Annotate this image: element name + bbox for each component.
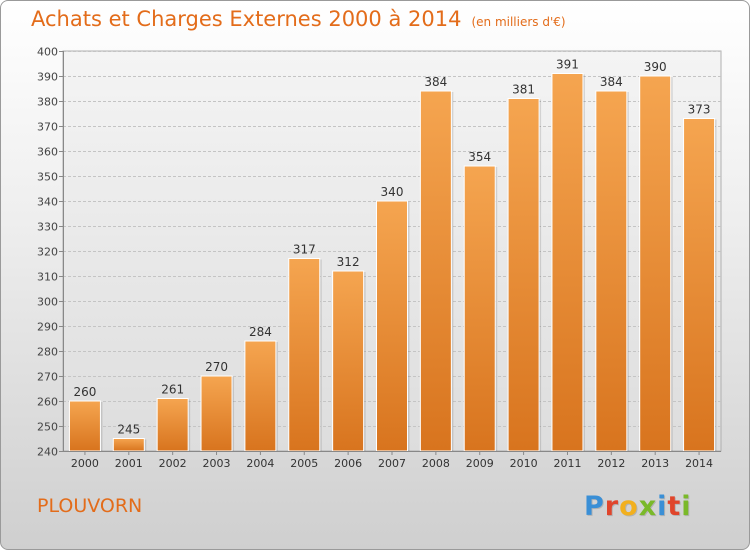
x-tick-label: 2011 <box>553 457 581 470</box>
x-tick-label: 2012 <box>597 457 625 470</box>
x-tick-label: 2003 <box>203 457 231 470</box>
y-tick-label: 250 <box>37 421 58 434</box>
bar <box>376 200 408 452</box>
bar-value-label: 312 <box>337 255 360 269</box>
y-tick-label: 240 <box>37 446 58 459</box>
y-tick-label: 360 <box>37 146 58 159</box>
bar <box>200 375 233 452</box>
x-tick-label: 2002 <box>159 457 187 470</box>
bar <box>507 98 540 452</box>
bar <box>332 270 365 452</box>
bar-value-label: 384 <box>424 75 447 89</box>
y-tick-label: 330 <box>37 221 58 234</box>
y-tick-label: 290 <box>37 321 58 334</box>
proxiti-logo: Proxiti <box>584 491 692 522</box>
x-tick-label: 2008 <box>422 457 450 470</box>
logo-letter: r <box>604 491 620 522</box>
bar <box>244 340 277 452</box>
y-tick-label: 270 <box>37 371 58 384</box>
bar-value-label: 373 <box>688 103 711 117</box>
bar-value-label: 390 <box>644 60 667 74</box>
x-tick-label: 2009 <box>466 457 494 470</box>
x-tick-label: 2001 <box>115 457 143 470</box>
logo-letter: t <box>667 491 682 522</box>
bar <box>595 90 628 452</box>
y-tick-label: 350 <box>37 171 58 184</box>
chart-title-text: Achats et Charges Externes 2000 à 2014 <box>31 7 462 31</box>
bar <box>683 118 716 452</box>
bar-value-label: 384 <box>600 75 623 89</box>
bar-value-label: 381 <box>512 83 535 97</box>
bar-value-label: 261 <box>161 383 184 397</box>
chart-subtitle: (en milliers d'€) <box>471 15 566 29</box>
x-tick-label: 2014 <box>685 457 713 470</box>
bar <box>419 90 452 452</box>
y-tick-label: 280 <box>37 346 58 359</box>
logo-letter: x <box>638 491 658 522</box>
y-tick-label: 300 <box>37 296 58 309</box>
y-tick-label: 370 <box>37 121 58 134</box>
x-tick-label: 2004 <box>246 457 274 470</box>
bar <box>68 400 101 452</box>
bar <box>639 75 672 452</box>
y-tick-label: 380 <box>37 96 58 109</box>
y-tick-label: 260 <box>37 396 58 409</box>
x-tick-label: 2006 <box>334 457 362 470</box>
y-tick-label: 340 <box>37 196 58 209</box>
y-tick-label: 320 <box>37 246 58 259</box>
bar <box>463 165 496 452</box>
logo-letter: P <box>584 491 605 522</box>
bar-value-label: 245 <box>117 423 140 437</box>
bar-value-label: 284 <box>249 325 272 339</box>
commune-name: PLOUVORN <box>37 495 143 517</box>
chart-title: Achats et Charges Externes 2000 à 2014 (e… <box>31 7 566 31</box>
x-tick-label: 2007 <box>378 457 406 470</box>
bar-value-label: 391 <box>556 58 579 72</box>
x-tick-label: 2013 <box>641 457 669 470</box>
x-tick-label: 2005 <box>290 457 318 470</box>
bar <box>156 398 189 452</box>
bar-value-label: 260 <box>73 385 96 399</box>
logo-letter: i <box>657 491 668 522</box>
y-tick-label: 400 <box>37 46 58 59</box>
y-tick-label: 390 <box>37 71 58 84</box>
bar-value-label: 270 <box>205 360 228 374</box>
bar <box>288 258 321 452</box>
bar <box>551 73 584 452</box>
logo-letter: i <box>681 491 692 522</box>
logo-letter: o <box>619 491 639 522</box>
bar-value-label: 354 <box>468 150 491 164</box>
x-tick-label: 2010 <box>510 457 538 470</box>
bar <box>112 438 145 452</box>
bar-value-label: 317 <box>293 243 316 257</box>
x-tick-label: 2000 <box>71 457 99 470</box>
bar-value-label: 340 <box>381 185 404 199</box>
y-tick-label: 310 <box>37 271 58 284</box>
